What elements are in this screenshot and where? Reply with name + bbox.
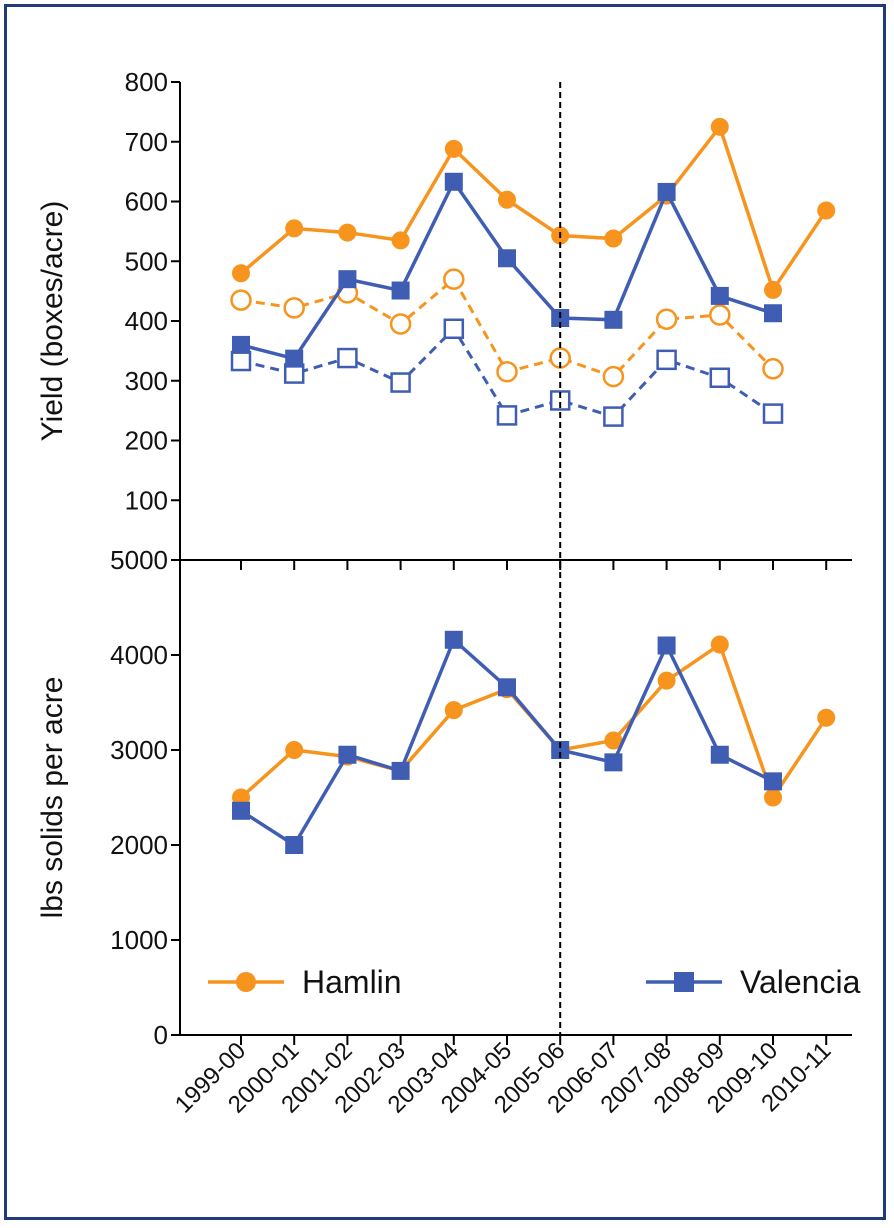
data-point — [444, 630, 463, 649]
data-point — [551, 741, 570, 759]
y-tick-label: 400 — [125, 306, 168, 336]
yield-panel: 800 700 600 500 400 300 200 100 Yield (boxes/acr… — [36, 67, 852, 561]
data-point — [604, 753, 623, 772]
data-point — [762, 358, 784, 380]
series-hamlin_solid — [232, 117, 836, 299]
data-point — [285, 349, 304, 368]
y-tick-label: 100 — [125, 485, 168, 515]
data-point — [230, 289, 252, 311]
figure-frame — [4, 4, 886, 1220]
data-point — [709, 367, 731, 389]
y-tick-label: 2000 — [110, 830, 168, 860]
data-point — [443, 268, 465, 290]
data-point — [391, 761, 410, 780]
data-point — [391, 231, 410, 250]
data-point — [283, 297, 305, 319]
data-point — [817, 708, 836, 727]
data-point — [390, 372, 411, 393]
data-point — [232, 801, 250, 820]
data-point — [230, 350, 252, 372]
series-line — [240, 636, 774, 848]
data-point — [444, 139, 463, 158]
series-valencia_solid — [232, 172, 782, 368]
data-point — [655, 308, 678, 330]
data-point — [443, 318, 465, 340]
data-point — [762, 403, 784, 424]
legend-item-valencia: Valencia — [646, 964, 861, 1000]
data-point — [338, 745, 357, 764]
y-tick-label: 600 — [125, 187, 168, 217]
data-point — [498, 249, 516, 268]
y-axis-title: Yield (boxes/acre) — [36, 201, 69, 442]
data-point — [764, 304, 782, 323]
data-point — [337, 347, 358, 369]
data-point — [232, 264, 250, 283]
data-point — [710, 745, 729, 764]
y-tick-label: 200 — [125, 426, 168, 456]
data-point — [656, 349, 677, 371]
y-tick-label: 1000 — [110, 925, 168, 955]
data-point — [710, 117, 729, 136]
data-point — [657, 182, 676, 201]
data-point — [285, 836, 304, 854]
series-valencia_dashed — [230, 318, 784, 427]
data-point — [764, 280, 782, 299]
data-point — [338, 270, 357, 289]
legend-marker — [674, 972, 694, 992]
y-axis-title: lbs solids per acre — [36, 677, 69, 919]
data-point — [710, 635, 729, 654]
data-point — [604, 229, 623, 248]
legend-marker — [236, 972, 256, 992]
data-point — [496, 361, 518, 383]
y-tick-label: 3000 — [110, 735, 168, 765]
data-point — [338, 223, 357, 242]
legend-label: Valencia — [740, 964, 861, 1000]
data-point — [657, 636, 676, 655]
y-tick-label: 5000 — [110, 545, 168, 575]
y-tick-label: 0 — [154, 1020, 168, 1050]
data-point — [285, 741, 304, 759]
y-tick-label: 800 — [125, 67, 168, 97]
data-point — [498, 190, 516, 209]
y-tick-label: 500 — [125, 246, 168, 276]
x-axis-tick-labels: 1999-002000-012001-022002-032003-042004-… — [170, 1037, 837, 1118]
y-tick-label: 4000 — [110, 640, 168, 670]
solids-panel: 5000 4000 3000 2000 1000 0 lbs solids per acre — [36, 545, 852, 1050]
data-point — [391, 281, 410, 300]
data-point — [603, 406, 624, 427]
legend: Hamlin Valencia — [208, 964, 861, 1000]
data-point — [817, 201, 836, 220]
data-point — [709, 304, 731, 326]
data-point — [444, 172, 463, 191]
series-Valencia — [232, 630, 782, 854]
series-line — [239, 123, 828, 294]
data-point — [496, 405, 518, 426]
data-point — [710, 286, 729, 305]
data-point — [285, 219, 304, 238]
legend-label: Hamlin — [302, 964, 402, 1000]
data-point — [764, 788, 782, 807]
data-point — [657, 671, 676, 690]
data-point — [444, 701, 463, 720]
data-point — [498, 678, 516, 697]
y-tick-label: 700 — [125, 127, 168, 157]
data-point — [549, 390, 571, 411]
data-point — [232, 335, 250, 354]
data-point — [604, 310, 623, 329]
data-point — [389, 313, 412, 335]
data-point — [602, 365, 625, 388]
y-tick-label: 300 — [125, 366, 168, 396]
legend-item-hamlin: Hamlin — [208, 964, 402, 1000]
data-point — [764, 772, 782, 791]
